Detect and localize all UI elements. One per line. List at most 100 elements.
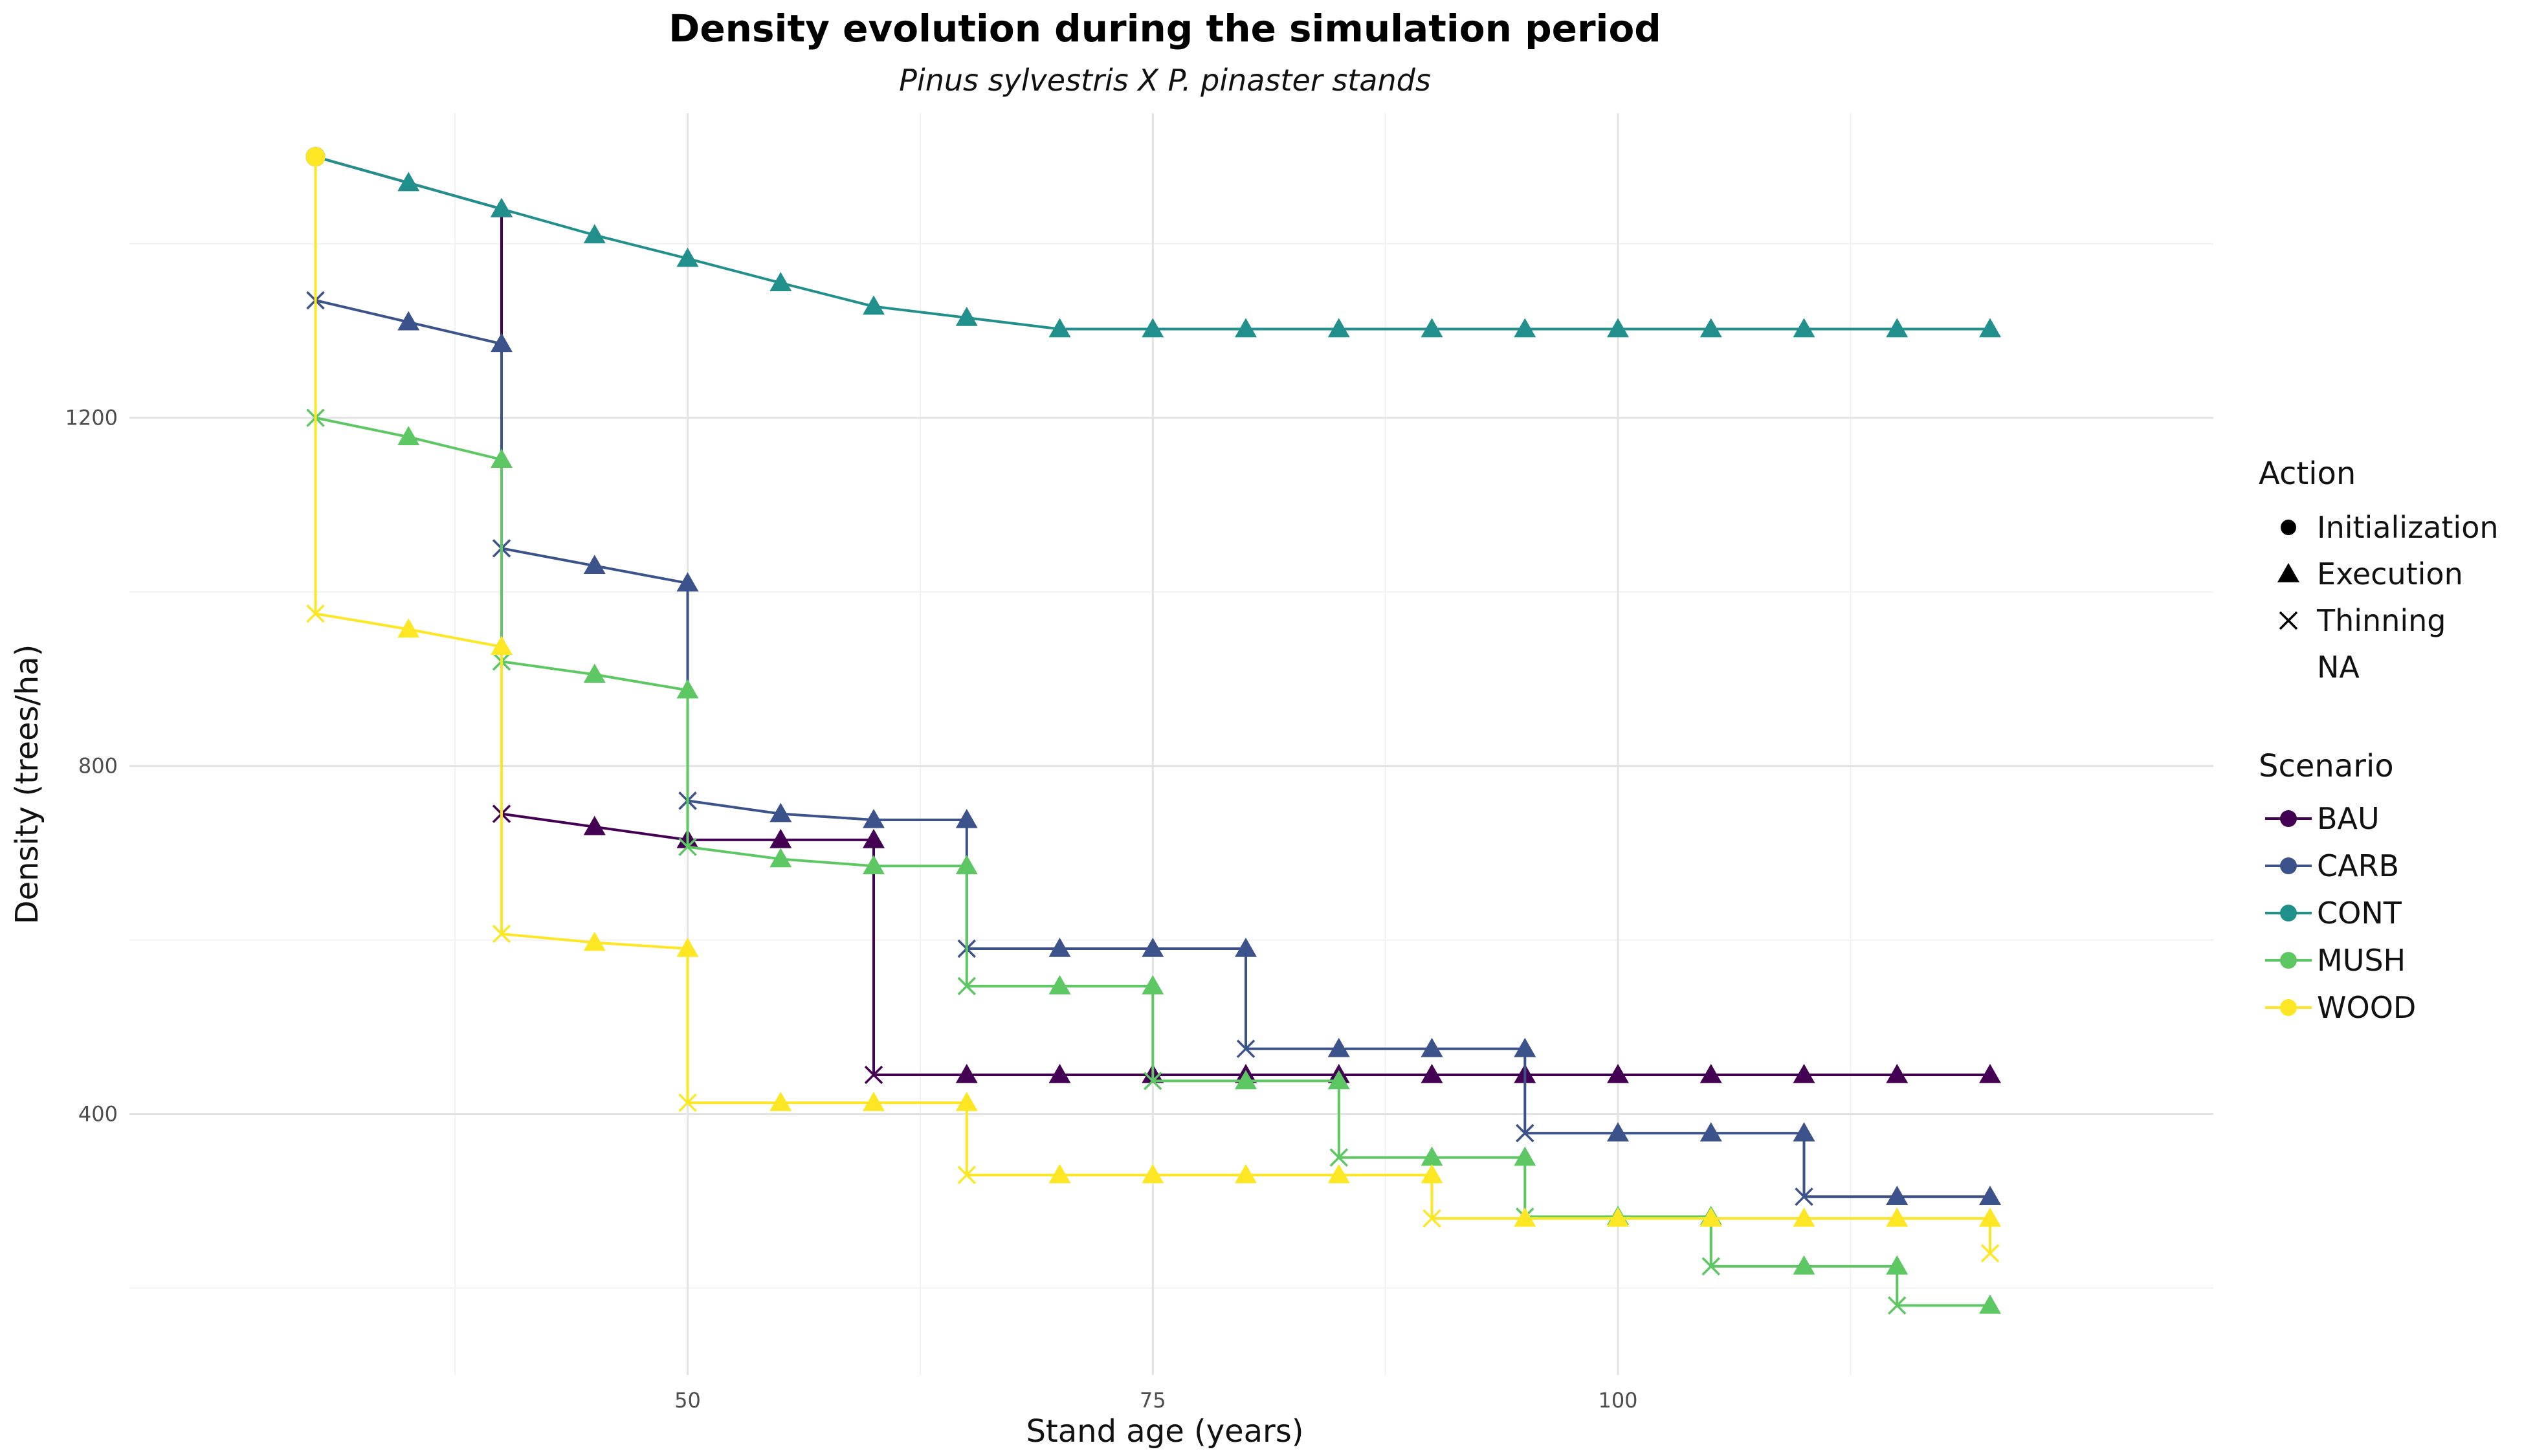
execution-point [1886, 1255, 1909, 1275]
execution-point [1142, 938, 1164, 957]
y-tick-label: 1200 [65, 406, 118, 430]
execution-point [769, 802, 792, 822]
thinning-point [1701, 1257, 1720, 1276]
x-axis-ticks: 50 75 100 [674, 1388, 1637, 1413]
legend-action-label: NA [2317, 650, 2360, 685]
execution-point [1235, 318, 1257, 338]
execution-point [1886, 1186, 1909, 1206]
legend-action-marker [2277, 563, 2299, 582]
execution-point [1235, 1164, 1257, 1184]
execution-point [1979, 1207, 2001, 1227]
execution-point [1793, 1255, 1815, 1275]
legend-scenario-marker [2280, 810, 2297, 827]
execution-point [863, 828, 885, 848]
execution-point [1421, 1146, 1443, 1166]
execution-point [1327, 1070, 1350, 1090]
execution-point [769, 1092, 792, 1111]
legend-scenario-bau: BAU [2265, 801, 2380, 836]
execution-point [491, 333, 513, 353]
execution-point [1142, 1164, 1164, 1184]
series-line-mush [314, 157, 1990, 1307]
execution-point [583, 815, 606, 835]
legend-scenario-label: CONT [2317, 896, 2402, 931]
thinning-point [1144, 1072, 1162, 1090]
execution-point [676, 679, 699, 699]
series-line-carb [314, 157, 1990, 1198]
execution-point [1886, 1207, 1909, 1227]
thinning-point [957, 1165, 976, 1184]
execution-point [1421, 1164, 1443, 1184]
thinning-point [957, 976, 976, 996]
legend-action-marker [2281, 520, 2296, 535]
thinning-point [1516, 1123, 1534, 1143]
legend-scenario-carb: CARB [2265, 848, 2399, 883]
y-tick-label: 400 [78, 1102, 118, 1127]
execution-point [1886, 1064, 1909, 1083]
execution-point [583, 931, 606, 951]
thinning-point [1329, 1148, 1348, 1167]
legend-scenario-label: MUSH [2317, 943, 2406, 978]
thinning-point [678, 1093, 697, 1112]
x-tick-label: 75 [1140, 1388, 1166, 1413]
execution-point [1327, 318, 1350, 338]
execution-point [1979, 1294, 2001, 1314]
execution-point [1793, 1122, 1815, 1142]
thinning-point [678, 837, 697, 856]
y-axis-title: Density (trees/ha) [9, 645, 45, 925]
legend-scenario-wood: WOOD [2265, 990, 2416, 1025]
initialization-point [305, 147, 326, 167]
legend-scenario-marker [2280, 952, 2297, 969]
legend-action-label: Execution [2317, 557, 2463, 591]
execution-point [1793, 1064, 1815, 1083]
execution-point [1793, 318, 1815, 338]
execution-point [955, 307, 978, 326]
legend-initialization: Initialization [2281, 510, 2499, 545]
execution-point [397, 426, 420, 446]
legend-action-title: Action [2259, 456, 2356, 492]
legend-scenario: Scenario BAU CARB CONT MUSH WOOD [2259, 748, 2416, 1025]
execution-point [1979, 1186, 2001, 1206]
legend-scenario-cont: CONT [2265, 896, 2402, 931]
legend-scenario-label: CARB [2317, 848, 2399, 883]
execution-point [1235, 938, 1257, 957]
execution-point [1607, 1122, 1629, 1142]
execution-point [769, 848, 792, 868]
execution-point [1699, 318, 1722, 338]
execution-point [1048, 1164, 1071, 1184]
execution-point [1699, 1064, 1722, 1083]
x-tick-label: 100 [1598, 1388, 1637, 1413]
execution-point [955, 855, 978, 875]
thinning-point [1980, 1244, 2000, 1263]
execution-point [769, 272, 792, 291]
grid [129, 113, 2213, 1375]
execution-point [1979, 318, 2001, 338]
execution-point [676, 938, 699, 957]
execution-point [583, 224, 606, 244]
thinning-point [864, 1065, 883, 1085]
execution-point [955, 809, 978, 828]
execution-point [769, 828, 792, 848]
series-wood [305, 147, 2001, 1263]
thinning-point [1236, 1039, 1256, 1058]
execution-point [491, 197, 513, 217]
legend-execution: Execution [2277, 557, 2463, 591]
execution-point [955, 1092, 978, 1111]
execution-point [1048, 938, 1071, 957]
legend-scenario-marker [2280, 857, 2297, 874]
execution-point [1514, 1146, 1536, 1166]
chart-subtitle: Pinus sylvestris X P. pinaster stands [899, 63, 1431, 98]
series-group [305, 147, 2001, 1315]
execution-point [397, 171, 420, 192]
legend-scenario-label: BAU [2317, 801, 2380, 836]
legend-action: Action Initialization Execution Thinning NA [2259, 456, 2499, 685]
execution-point [1979, 1064, 2001, 1083]
execution-point [1514, 1037, 1536, 1057]
execution-point [397, 311, 420, 331]
execution-point [1699, 1207, 1722, 1227]
execution-point [1142, 975, 1164, 995]
chart-title: Density evolution during the simulation … [669, 6, 1661, 50]
legend-scenario-label: WOOD [2317, 990, 2416, 1025]
execution-point [1142, 318, 1164, 338]
execution-point [583, 555, 606, 575]
